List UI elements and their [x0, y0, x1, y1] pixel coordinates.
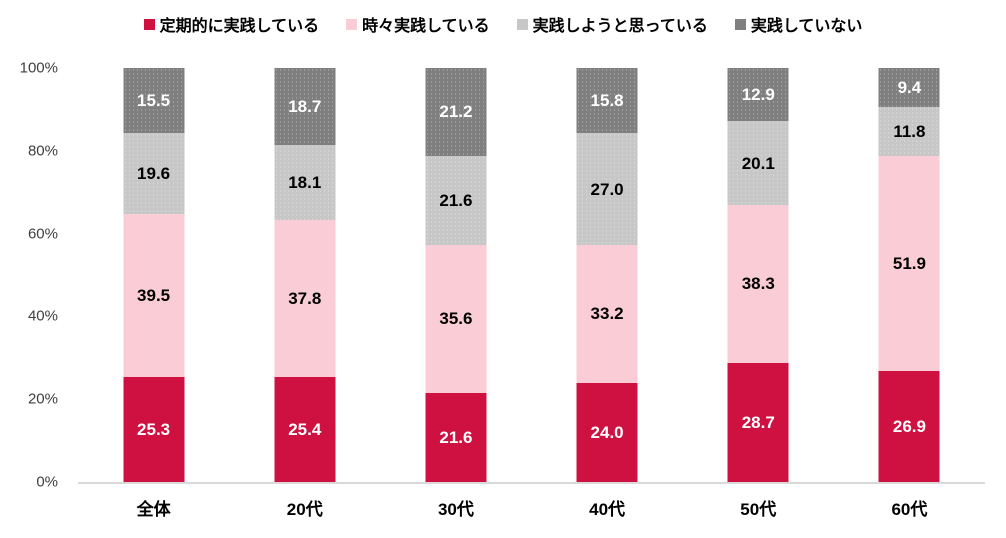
legend-label: 実践していない: [750, 18, 863, 35]
data-label: 9.4: [897, 77, 922, 97]
bar-segment: 37.8: [274, 220, 336, 377]
bar-segment: 39.5: [123, 213, 185, 378]
y-tick-label: 40%: [27, 307, 58, 325]
bar-column: 21.6 35.6 21.6 21.2: [425, 68, 487, 482]
bar-segment: 20.1: [727, 121, 789, 205]
bar-segment: 38.3: [727, 204, 789, 364]
bar-segment: 21.2: [425, 68, 487, 156]
legend-swatch-icon: [143, 18, 155, 30]
data-label: 19.6: [137, 163, 171, 183]
legend-swatch-icon: [734, 18, 746, 30]
x-category-label: 全体: [136, 500, 171, 519]
legend-item: 実践していない: [734, 12, 863, 36]
bar-segment: 19.6: [123, 132, 185, 214]
legend-swatch-icon: [346, 18, 358, 30]
bar-segment: 27.0: [576, 133, 638, 246]
bar-segment: 51.9: [878, 155, 940, 371]
data-label: 18.7: [288, 97, 322, 117]
bar-segment: 35.6: [425, 245, 487, 393]
y-tick-label: 60%: [27, 225, 58, 243]
bar-segment: 18.7: [274, 68, 336, 146]
x-axis: 全体 20代 30代 40代 50代 60代: [78, 495, 985, 523]
bar-segment: 25.3: [123, 377, 185, 482]
data-label: 21.6: [439, 427, 473, 447]
x-category-label: 30代: [437, 500, 474, 519]
x-category-label: 20代: [286, 500, 323, 519]
data-label: 21.6: [439, 190, 473, 210]
data-label: 38.3: [741, 274, 775, 294]
bar-segment: 9.4: [878, 68, 940, 107]
data-label: 39.5: [137, 286, 171, 305]
bar-column: 24.0 33.2 27.0 15.8: [576, 68, 638, 482]
x-axis-line: [78, 482, 985, 484]
data-label: 15.5: [137, 91, 171, 111]
bar-segment: 15.8: [576, 68, 638, 134]
legend-label: 定期的に実践している: [159, 18, 320, 35]
data-label: 28.7: [741, 413, 775, 433]
bar-segment: 11.8: [878, 106, 940, 156]
bar-segment: 24.0: [576, 382, 638, 482]
legend-item: 時々実践している: [346, 12, 490, 36]
y-axis: 0% 20% 40% 60% 80% 100%: [0, 60, 62, 491]
data-label: 26.9: [892, 416, 926, 436]
legend: 定期的に実践している 時々実践している 実践しようと思っている 実践していない: [0, 12, 1006, 36]
data-label: 25.3: [137, 420, 171, 440]
x-category-label: 40代: [589, 500, 626, 519]
legend-item: 実践しようと思っている: [516, 12, 708, 36]
data-label: 27.0: [590, 179, 624, 199]
y-tick-label: 20%: [27, 390, 58, 408]
data-label: 24.0: [590, 422, 624, 442]
bar-segment: 15.5: [123, 68, 185, 133]
bar-segment: 21.6: [425, 155, 487, 246]
plot-area: 25.3 39.5 19.6 15.5 25.4 37.8 18.1 18.7 21.6 35.6…: [78, 68, 985, 484]
x-category-label: 60代: [891, 500, 928, 519]
bar-segment: 33.2: [576, 245, 638, 383]
bar-segment: 28.7: [727, 363, 789, 482]
x-category-label: 50代: [740, 500, 777, 519]
legend-label: 実践しようと思っている: [532, 18, 708, 35]
data-label: 51.9: [892, 253, 926, 273]
data-label: 15.8: [590, 91, 624, 111]
data-label: 18.1: [288, 173, 322, 193]
data-label: 20.1: [741, 153, 775, 173]
legend-label: 時々実践している: [362, 18, 490, 35]
bar-segment: 21.6: [425, 392, 487, 482]
data-label: 12.9: [741, 85, 775, 105]
data-label: 25.4: [288, 419, 322, 439]
data-label: 11.8: [893, 121, 926, 141]
bar-column: 25.4 37.8 18.1 18.7: [274, 68, 336, 482]
bar-segment: 12.9: [727, 68, 789, 122]
y-tick-label: 100%: [19, 59, 58, 77]
bar-segment: 25.4: [274, 376, 336, 482]
y-tick-label: 0%: [36, 473, 58, 491]
data-label: 37.8: [288, 289, 322, 309]
bar-column: 28.7 38.3 20.1 12.9: [727, 68, 789, 482]
data-label: 21.2: [439, 102, 473, 122]
bar-segment: 18.1: [274, 145, 336, 221]
bar-column: 26.9 51.9 11.8 9.4: [878, 68, 940, 482]
legend-item: 定期的に実践している: [143, 12, 320, 36]
bar-column: 25.3 39.5 19.6 15.5: [123, 68, 185, 482]
legend-swatch-icon: [516, 18, 528, 30]
data-label: 33.2: [590, 304, 624, 324]
bar-segment: 26.9: [878, 370, 940, 482]
data-label: 35.6: [439, 309, 473, 329]
y-tick-label: 80%: [27, 142, 58, 160]
